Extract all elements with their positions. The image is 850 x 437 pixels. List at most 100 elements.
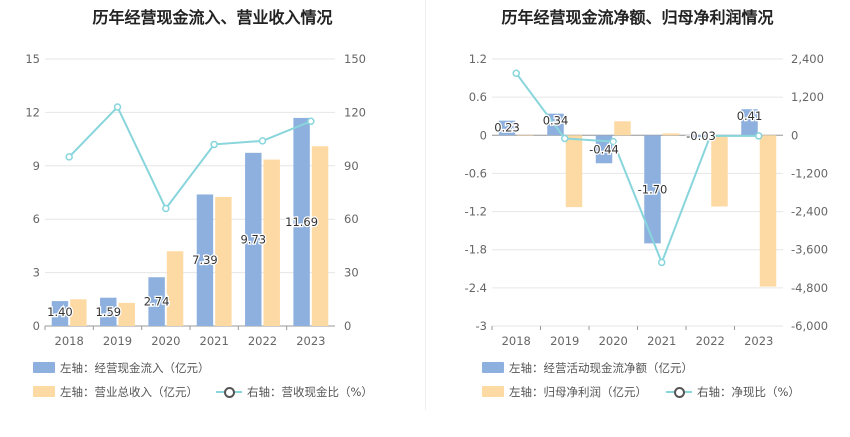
legend-label: 左轴：经营活动现金流净额（亿元） bbox=[509, 361, 693, 375]
bar-左轴：营业总收入（亿元） bbox=[311, 146, 329, 326]
left-axis-tick-label: 3 bbox=[33, 266, 40, 280]
bar-data-label: 2.74 bbox=[144, 295, 170, 309]
line-point bbox=[113, 103, 122, 111]
left-axis-tick-label: -3 bbox=[476, 319, 487, 333]
legend-item-operating-net-cash[interactable]: 左轴：经营活动现金流净额（亿元） bbox=[482, 360, 693, 376]
line-point bbox=[65, 153, 73, 161]
bar-左轴：营业总收入（亿元） bbox=[70, 299, 87, 326]
left-axis-tick-label: 0 bbox=[480, 128, 487, 142]
x-axis-tick-label: 2018 bbox=[502, 334, 531, 348]
legend-label: 左轴：经营现金流入（亿元） bbox=[60, 361, 210, 375]
legend-swatch-bar bbox=[33, 386, 55, 397]
bar-左轴：经营活动现金流净额（亿元） bbox=[644, 135, 661, 244]
left-axis-tick-label: 1.2 bbox=[469, 52, 487, 66]
line-point bbox=[658, 258, 666, 267]
bar-data-label: -1.70 bbox=[638, 182, 668, 196]
legend-swatch-bar bbox=[33, 362, 55, 373]
chart-title: 历年经营现金流净额、归母净利润情况 bbox=[501, 8, 774, 27]
legend-label: 左轴：归母净利润（亿元） bbox=[509, 385, 647, 399]
bar-左轴：营业总收入（亿元） bbox=[166, 251, 184, 326]
x-axis-tick-label: 2019 bbox=[103, 334, 132, 348]
legend-item-revenue[interactable]: 左轴：营业总收入（亿元） bbox=[33, 384, 198, 400]
x-axis-tick-label: 2023 bbox=[296, 334, 325, 348]
line-point bbox=[706, 132, 714, 140]
bar-左轴：经营现金流入（亿元） bbox=[245, 152, 262, 326]
bar-左轴：经营现金流入（亿元） bbox=[293, 117, 310, 326]
chart-cash-inflow-revenue: 0 0 3 30 6 60 9 90 12 120 15 150 2018 2019 2020 2021 202… bbox=[25, 52, 366, 348]
legend-swatch-line bbox=[666, 386, 692, 398]
bar-左轴：归母净利润（亿元） bbox=[565, 135, 583, 208]
right-axis-tick-label: -2,400 bbox=[791, 205, 828, 219]
right-axis-tick-label: -4,800 bbox=[791, 281, 828, 295]
x-axis-tick-label: 2022 bbox=[696, 334, 725, 348]
chart-panel-cash-inflow-revenue: 历年经营现金流入、营业收入情况 0 0 3 30 6 60 9 90 12 120 15 150 201… bbox=[25, 8, 373, 400]
chart-panel-net-cash-profit: 历年经营现金流净额、归母净利润情况 -3 -6,000 -2.4 -4,800 -1.8… bbox=[425, 0, 850, 437]
bar-左轴：归母净利润（亿元） bbox=[517, 135, 534, 136]
line-point bbox=[512, 69, 520, 78]
left-axis-tick-label: 0 bbox=[33, 319, 40, 333]
bar-左轴：营业总收入（亿元） bbox=[215, 196, 232, 326]
x-axis-tick-label: 2019 bbox=[550, 334, 579, 348]
x-axis-tick-label: 2021 bbox=[647, 334, 676, 348]
right-axis-tick-label: -1,200 bbox=[791, 166, 828, 180]
bar-左轴：归母净利润（亿元） bbox=[614, 121, 631, 136]
x-axis-tick-label: 2020 bbox=[151, 334, 180, 348]
chart-title: 历年经营现金流入、营业收入情况 bbox=[92, 8, 333, 27]
bar-左轴：营业总收入（亿元） bbox=[118, 302, 135, 326]
bar-左轴：经营现金流入（亿元） bbox=[196, 194, 214, 326]
bar-左轴：归母净利润（亿元） bbox=[711, 135, 728, 207]
line-point bbox=[755, 132, 763, 140]
bar-data-label: -0.44 bbox=[589, 142, 619, 156]
legend-swatch-line bbox=[216, 386, 242, 398]
right-axis-tick-label: -6,000 bbox=[791, 319, 828, 333]
left-axis-tick-label: 0.6 bbox=[469, 90, 487, 104]
bar-data-label: 9.73 bbox=[240, 232, 266, 246]
line-point bbox=[609, 137, 617, 146]
x-axis-tick-label: 2022 bbox=[248, 334, 277, 348]
bar-左轴：营业总收入（亿元） bbox=[263, 159, 280, 326]
bar-左轴：归母净利润（亿元） bbox=[662, 133, 680, 136]
bar-左轴：经营活动现金流净额（亿元） bbox=[498, 120, 516, 136]
bar-data-label: 0.23 bbox=[494, 121, 520, 135]
bar-data-label: 0.41 bbox=[737, 109, 763, 123]
panel-divider bbox=[425, 0, 426, 410]
legend-item-net-cash-ratio[interactable]: 右轴：净现比（%） bbox=[666, 384, 800, 400]
legend-item-revenue-cash-ratio[interactable]: 右轴：营收现金比（%） bbox=[216, 384, 373, 400]
bar-data-label: -0.03 bbox=[686, 129, 716, 143]
line-series bbox=[515, 72, 759, 266]
x-axis-tick-label: 2020 bbox=[599, 334, 628, 348]
left-axis-tick-label: 12 bbox=[25, 105, 40, 119]
x-axis-tick-label: 2023 bbox=[744, 334, 773, 348]
bar-data-label: 7.39 bbox=[192, 253, 218, 267]
line-series bbox=[68, 105, 312, 211]
bar-data-label: 1.40 bbox=[47, 305, 73, 319]
left-axis-tick-label: 9 bbox=[33, 159, 40, 173]
right-axis-tick-label: 90 bbox=[344, 159, 359, 173]
bar-左轴：经营活动现金流净额（亿元） bbox=[741, 109, 758, 136]
x-axis-tick-label: 2018 bbox=[55, 334, 84, 348]
right-axis-tick-label: 120 bbox=[344, 105, 366, 119]
line-point bbox=[210, 140, 218, 149]
right-axis-tick-label: 0 bbox=[344, 319, 351, 333]
legend-label: 左轴：营业总收入（亿元） bbox=[60, 385, 198, 399]
legend-item-cash-inflow[interactable]: 左轴：经营现金流入（亿元） bbox=[33, 360, 210, 376]
left-axis-tick-label: -1.2 bbox=[465, 205, 487, 219]
bar-左轴：经营现金流入（亿元） bbox=[148, 277, 165, 326]
bar-左轴：归母净利润（亿元） bbox=[759, 135, 777, 287]
bar-左轴：经营现金流入（亿元） bbox=[100, 297, 117, 326]
line-point bbox=[258, 137, 267, 145]
left-axis-tick-label: 15 bbox=[25, 52, 40, 66]
bar-data-label: 1.59 bbox=[95, 305, 121, 319]
right-axis-tick-label: 2,400 bbox=[791, 52, 824, 66]
right-axis-tick-label: 60 bbox=[344, 212, 359, 226]
right-axis-tick-label: 150 bbox=[344, 52, 366, 66]
bar-data-label: 11.69 bbox=[285, 215, 318, 229]
x-axis-tick-label: 2021 bbox=[200, 334, 229, 348]
bar-左轴：经营现金流入（亿元） bbox=[51, 301, 69, 326]
legend-item-net-profit[interactable]: 左轴：归母净利润（亿元） bbox=[482, 384, 647, 400]
left-axis-tick-label: -2.4 bbox=[465, 281, 487, 295]
left-axis-tick-label: -1.8 bbox=[465, 243, 487, 257]
right-axis-tick-label: 1,200 bbox=[791, 90, 824, 104]
legend-label: 右轴：营收现金比（%） bbox=[247, 385, 373, 399]
left-axis-tick-label: 6 bbox=[33, 212, 40, 226]
